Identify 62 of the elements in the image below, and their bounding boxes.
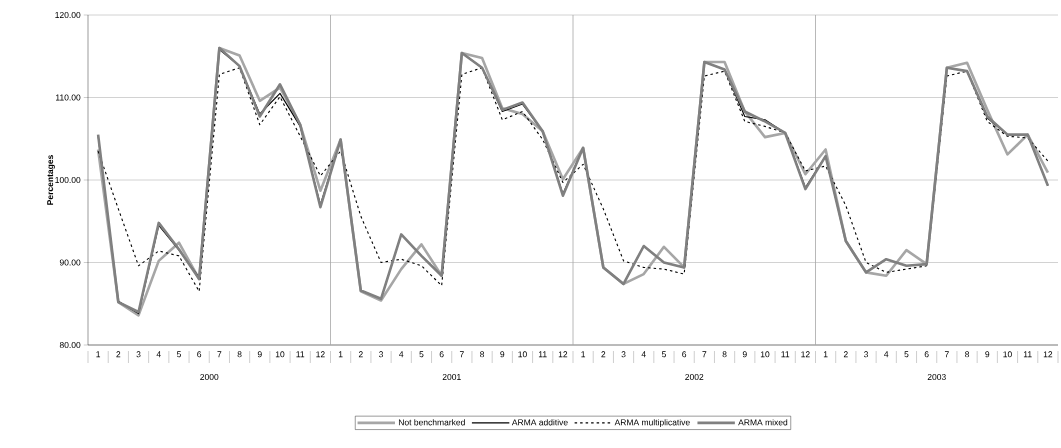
x-tick-label: 7 — [459, 351, 464, 358]
text: 2000 — [200, 373, 219, 381]
y-tick-label: 110.00 — [56, 94, 81, 101]
legend-label: ARMA mixed — [738, 419, 788, 426]
x-tick-label: 4 — [884, 351, 889, 358]
x-tick-label: 7 — [217, 351, 222, 358]
x-tick-label: 9 — [985, 351, 990, 358]
x-tick-label: 10 — [275, 351, 285, 358]
x-tick-label: 9 — [257, 351, 262, 358]
x-tick-label: 1 — [581, 351, 586, 358]
x-tick-label: 2 — [116, 351, 121, 358]
x-tick-label: 10 — [518, 351, 527, 358]
y-tick-label: 90.00 — [59, 259, 81, 266]
x-tick-label: 5 — [419, 351, 424, 358]
x-tick-label: 7 — [702, 351, 707, 358]
text: 2002 — [685, 373, 704, 381]
x-tick-label: 5 — [176, 351, 181, 358]
x-tick-label: 3 — [621, 351, 626, 358]
y-tick-label: 80.00 — [59, 341, 81, 349]
y-tick-label: 120.00 — [55, 12, 81, 19]
x-tick-label: 11 — [1023, 351, 1032, 358]
x-tick-label: 3 — [379, 351, 384, 358]
x-tick-label: 10 — [760, 351, 770, 358]
x-tick-label: 6 — [197, 351, 202, 358]
x-tick-label: 9 — [500, 351, 505, 358]
x-tick-label: 2 — [843, 351, 848, 358]
x-tick-label: 12 — [801, 351, 810, 358]
x-tick-label: 5 — [661, 351, 666, 358]
x-tick-label: 8 — [237, 351, 242, 358]
x-tick-label: 2 — [358, 351, 363, 358]
text: 2003 — [927, 373, 946, 381]
x-tick-label: 4 — [156, 351, 161, 358]
x-tick-label: 3 — [136, 351, 141, 358]
x-tick-label: 4 — [641, 351, 646, 358]
x-tick-label: 1 — [823, 351, 828, 358]
x-tick-label: 6 — [682, 351, 687, 358]
x-tick-label: 12 — [1043, 351, 1053, 358]
x-tick-label: 6 — [924, 351, 929, 358]
x-tick-label: 6 — [439, 351, 444, 358]
y-axis-title: Percentages — [47, 155, 55, 205]
text: 2001 — [442, 373, 461, 381]
y-tick-label: 100.00 — [55, 176, 81, 184]
x-tick-label: 8 — [965, 351, 970, 358]
x-tick-label: 1 — [96, 351, 101, 358]
x-tick-label: 12 — [558, 351, 568, 358]
x-tick-label: 9 — [742, 351, 747, 358]
x-tick-label: 4 — [399, 351, 404, 358]
x-tick-label: 8 — [480, 351, 485, 358]
x-tick-label: 3 — [863, 351, 869, 358]
x-tick-label: 12 — [316, 351, 325, 358]
x-tick-label: 11 — [538, 351, 547, 358]
x-tick-label: 1 — [338, 351, 343, 358]
x-tick-label: 8 — [722, 351, 727, 358]
x-tick-label: 11 — [781, 351, 790, 358]
x-tick-label: 11 — [296, 351, 305, 358]
x-tick-label: 7 — [944, 351, 949, 358]
legend-label: Not benchmarked — [398, 419, 465, 426]
x-tick-label: 10 — [1003, 351, 1012, 358]
x-tick-label: 2 — [601, 351, 606, 358]
legend-label: ARMA additive — [511, 419, 568, 426]
x-tick-label: 5 — [904, 351, 909, 358]
legend-label: ARMA multiplicative — [614, 419, 690, 428]
